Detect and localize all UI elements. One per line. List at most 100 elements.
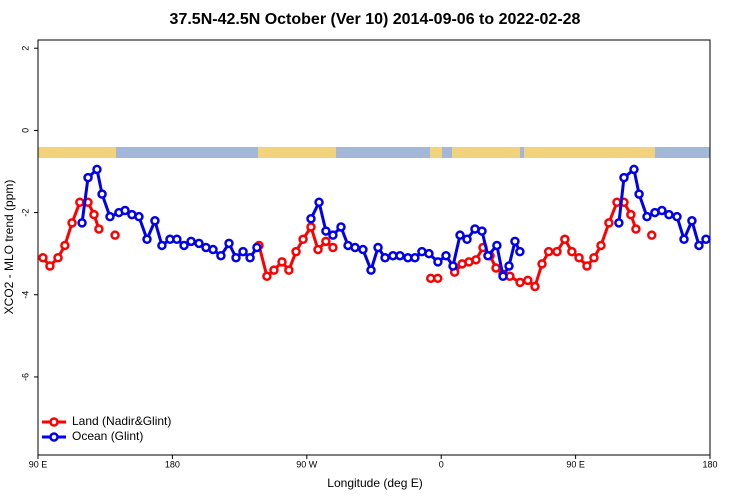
- data-point: [614, 218, 624, 228]
- map-strip-land: [38, 147, 116, 158]
- x-tick-label: 90 W: [296, 459, 318, 469]
- data-point: [523, 275, 533, 286]
- data-point: [89, 209, 99, 220]
- data-point: [313, 244, 323, 255]
- data-point: [306, 222, 316, 232]
- y-tick-label: -2: [20, 209, 30, 217]
- data-point: [552, 246, 562, 257]
- data-point: [208, 244, 218, 255]
- data-point: [45, 261, 55, 271]
- data-point: [92, 164, 102, 175]
- data-point: [672, 211, 682, 222]
- data-point: [491, 263, 501, 273]
- data-point: [619, 172, 629, 183]
- data-point: [60, 240, 70, 251]
- data-point: [424, 248, 434, 259]
- data-point: [142, 234, 152, 245]
- data-point: [462, 234, 472, 245]
- data-point: [314, 197, 324, 208]
- data-point: [657, 205, 667, 216]
- data-point: [642, 211, 652, 222]
- data-point: [664, 209, 674, 220]
- data-point: [150, 216, 160, 226]
- plot-frame: [37, 39, 711, 456]
- x-tick-label: 0: [439, 459, 444, 469]
- y-tick-label: 0: [20, 128, 30, 133]
- data-point: [83, 172, 93, 183]
- y-tick-label: 2: [20, 46, 30, 51]
- data-point: [647, 230, 657, 240]
- data-point: [134, 211, 144, 222]
- data-point: [631, 224, 641, 234]
- data-point: [216, 250, 226, 261]
- data-point: [120, 205, 130, 216]
- data-point: [194, 238, 204, 249]
- data-point: [477, 226, 487, 236]
- data-point: [410, 253, 420, 263]
- y-tick-label: -4: [20, 291, 30, 299]
- data-point: [433, 257, 443, 267]
- legend-label: Ocean (Glint): [72, 429, 143, 443]
- data-point: [483, 250, 493, 261]
- y-axis-label: XCO2 - MLO trend (ppm): [2, 180, 16, 315]
- legend-label: Land (Nadir&Glint): [72, 414, 171, 428]
- data-point: [172, 234, 182, 245]
- x-tick-label: 180: [702, 459, 717, 469]
- data-point: [498, 271, 508, 282]
- data-point: [589, 253, 599, 263]
- data-point: [336, 222, 346, 232]
- data-point: [179, 240, 189, 251]
- data-point: [186, 236, 196, 247]
- data-point: [298, 234, 308, 245]
- data-point: [634, 189, 644, 199]
- data-point: [530, 281, 540, 292]
- data-point: [291, 246, 301, 257]
- data-point: [53, 253, 63, 263]
- data-point: [679, 234, 689, 245]
- data-point: [515, 246, 525, 257]
- data-point: [97, 189, 107, 199]
- data-point: [582, 261, 592, 271]
- data-point: [75, 197, 85, 208]
- data-point: [373, 242, 383, 253]
- chart-title: 37.5N-42.5N October (Ver 10) 2014-09-06 …: [170, 11, 581, 28]
- data-point: [395, 250, 405, 261]
- y-tick-label: -6: [20, 373, 30, 381]
- data-point: [105, 211, 115, 222]
- map-strip-land: [430, 147, 442, 158]
- data-point: [231, 253, 241, 263]
- data-point: [567, 246, 577, 257]
- data-point: [455, 230, 465, 240]
- data-point: [224, 238, 234, 249]
- data-point: [537, 259, 547, 269]
- data-point: [157, 240, 167, 251]
- series-line: [309, 197, 522, 281]
- data-point: [77, 218, 87, 228]
- x-axis-label: Longitude (deg E): [327, 476, 422, 490]
- data-point: [596, 240, 606, 251]
- data-point: [269, 265, 279, 275]
- data-point: [433, 273, 443, 284]
- data-point: [380, 253, 390, 263]
- map-strip-land: [258, 147, 336, 158]
- data-point: [560, 234, 570, 245]
- data-point: [515, 277, 525, 288]
- data-point: [510, 236, 520, 247]
- data-point: [110, 230, 120, 240]
- data-point: [238, 246, 248, 257]
- map-strip-land: [452, 147, 520, 158]
- data-point: [448, 261, 458, 271]
- map-strip-ocean: [38, 147, 710, 158]
- data-point: [350, 242, 360, 253]
- data-point: [626, 209, 636, 220]
- data-point: [321, 226, 331, 236]
- x-tick-label: 90 E: [29, 459, 48, 469]
- data-point: [306, 213, 316, 224]
- data-point: [543, 246, 554, 257]
- data-point: [321, 236, 331, 247]
- data-point: [328, 242, 338, 253]
- data-point: [694, 240, 704, 251]
- data-point: [328, 230, 338, 240]
- data-point: [701, 234, 711, 245]
